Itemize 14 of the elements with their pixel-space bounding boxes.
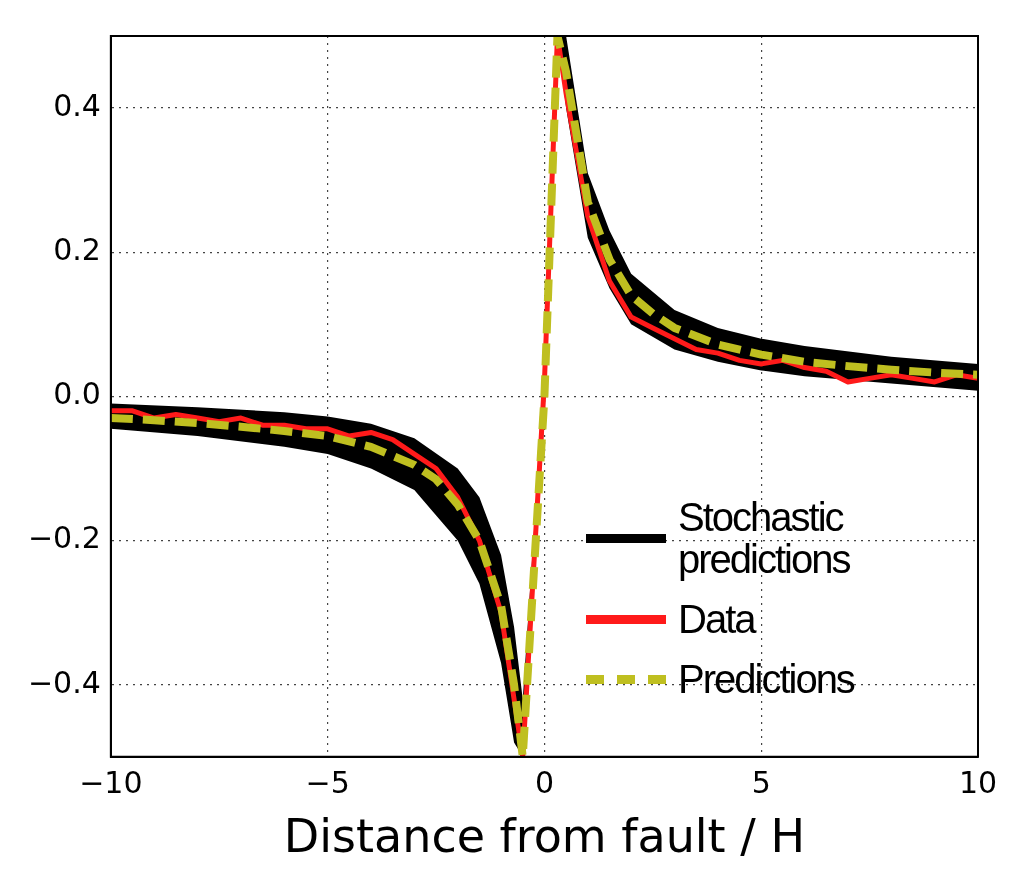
y-tick-label: 0.4: [53, 87, 101, 123]
x-tick-label: −5: [305, 764, 350, 800]
y-tick-label: −0.2: [27, 520, 101, 556]
y-tick-label: 0.2: [53, 232, 101, 268]
x-tick-label: 0: [534, 764, 554, 800]
legend-label: Stochastic predictions: [678, 495, 851, 581]
x-axis-title: Distance from fault / H: [283, 809, 805, 864]
legend-label: Data: [678, 597, 757, 641]
x-tick-label: 10: [958, 764, 998, 800]
y-tick-label: −0.4: [27, 664, 101, 700]
y-tick-label: 0.0: [53, 376, 101, 412]
legend-label: Predictions: [678, 657, 856, 701]
x-tick-label: −10: [79, 764, 143, 800]
x-tick-label: 5: [751, 764, 771, 800]
